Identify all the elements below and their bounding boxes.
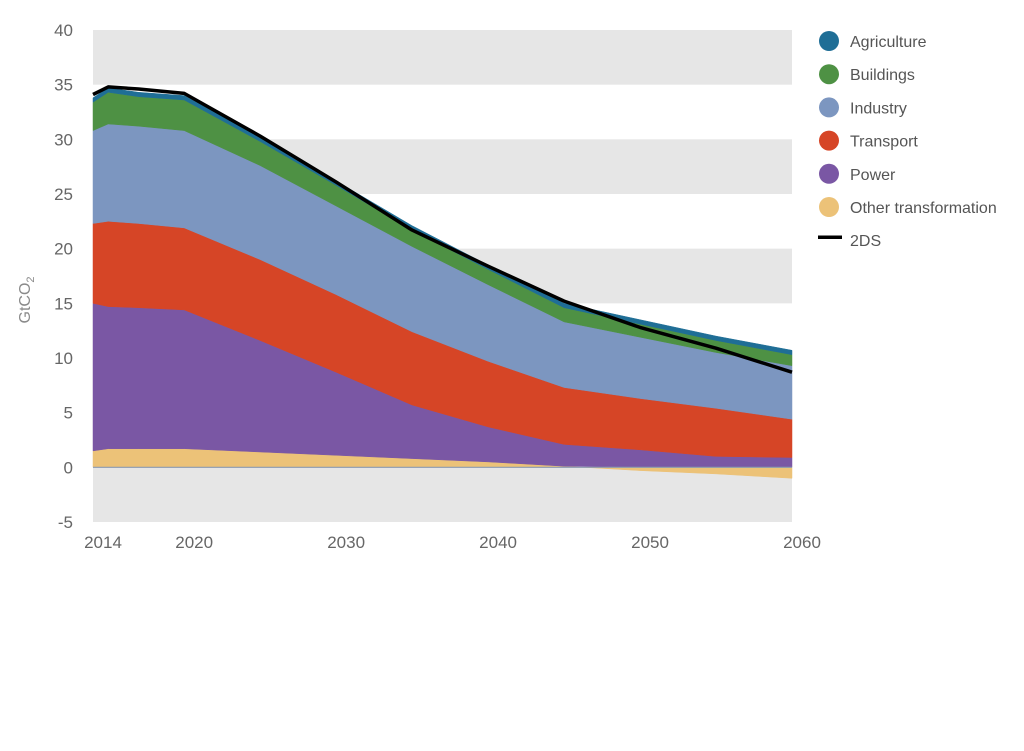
y-tick-label: 35 [54, 76, 73, 95]
y-tick-label: 20 [54, 240, 73, 259]
x-axis-ticks: 2014 2020 2030 2040 2050 2060 [84, 533, 821, 552]
y-axis-ticks: 40 35 30 25 20 15 10 5 0 -5 [54, 21, 73, 532]
legend-swatch-agriculture [819, 31, 839, 51]
legend: Agriculture Buildings Industry Transport Pow… [818, 31, 997, 250]
y-tick-label: 0 [64, 458, 73, 477]
x-tick-label: 2030 [327, 533, 365, 552]
grid-band [93, 30, 792, 85]
legend-label-power: Power [850, 167, 896, 184]
x-tick-label: 2040 [479, 533, 517, 552]
grid-band [93, 467, 792, 522]
y-axis-label-subscript: 2 [25, 276, 37, 282]
x-tick-label: 2014 [84, 533, 122, 552]
x-tick-label: 2020 [175, 533, 213, 552]
legend-label-industry: Industry [850, 100, 907, 117]
legend-label-agriculture: Agriculture [850, 34, 927, 51]
legend-swatch-power [819, 163, 839, 184]
x-tick-label: 2050 [631, 533, 669, 552]
y-tick-label: 15 [54, 294, 73, 313]
y-tick-label: -5 [58, 513, 73, 532]
legend-swatch-transport [819, 130, 839, 151]
x-tick-label: 2060 [783, 533, 821, 552]
y-tick-label: 10 [54, 349, 73, 368]
line-2ds [92, 85, 793, 374]
y-tick-label: 5 [64, 404, 73, 423]
legend-swatch-industry [819, 97, 839, 118]
legend-label-2ds: 2DS [850, 233, 881, 250]
y-axis-label: GtCO2 [17, 276, 37, 323]
legend-swatch-other-transformation [819, 197, 839, 217]
legend-label-other-transformation: Other transformation [850, 200, 997, 217]
2ds-line-group [92, 85, 793, 374]
stacked-areas [92, 87, 793, 479]
y-tick-label: 40 [54, 21, 73, 40]
legend-label-transport: Transport [850, 134, 918, 151]
y-tick-label: 25 [54, 185, 73, 204]
legend-swatch-buildings [819, 64, 839, 85]
legend-label-buildings: Buildings [850, 67, 915, 84]
y-tick-label: 30 [54, 130, 73, 149]
